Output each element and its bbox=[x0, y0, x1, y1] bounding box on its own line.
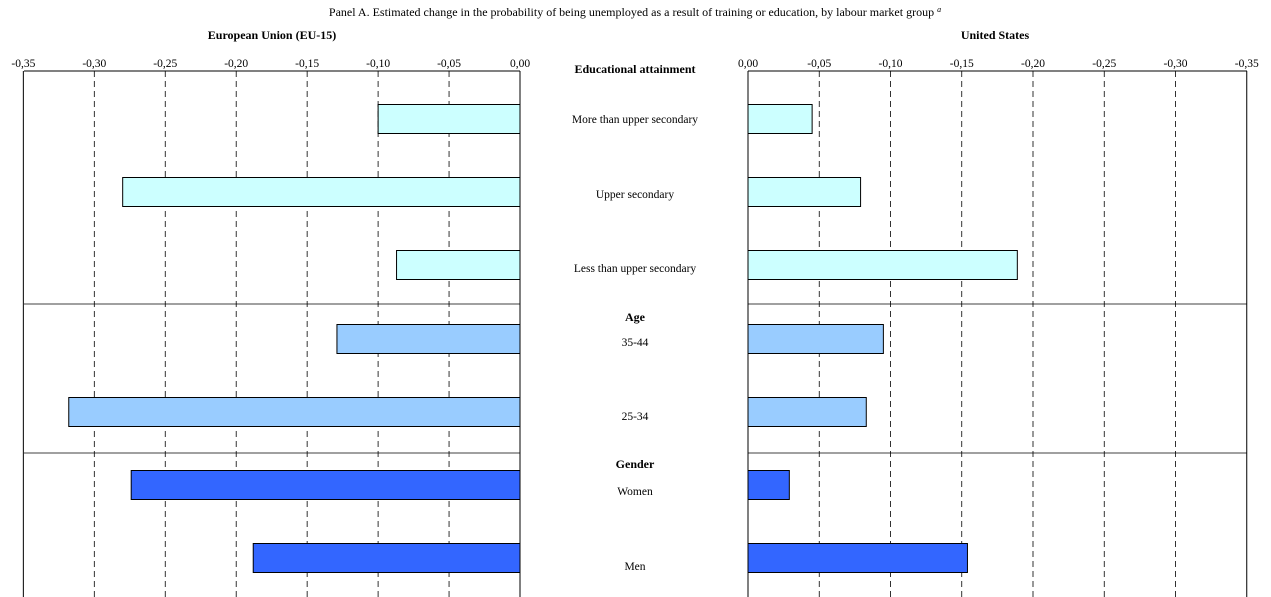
title-footnote-marker: a bbox=[937, 5, 941, 14]
category-label-more-than-upper-secondary: More than upper secondary bbox=[572, 114, 698, 126]
axis-tick-label: -0,30 bbox=[82, 58, 106, 70]
bar-25-34 bbox=[747, 397, 867, 427]
axis-tick-label: -0,15 bbox=[950, 58, 974, 70]
axis-tick-label: -0,10 bbox=[879, 58, 903, 70]
eu15-panel: European Union (EU-15) 0,00 -0,05 -0,10 -0,1… bbox=[11, 28, 530, 597]
axis-tick-label: -0,20 bbox=[1021, 58, 1045, 70]
bar-men bbox=[252, 543, 521, 573]
group-label-age: Age bbox=[625, 310, 646, 324]
group-label-educational-attainment: Educational attainment bbox=[574, 62, 695, 76]
axis-tick-label: -0,25 bbox=[153, 58, 177, 70]
axis-tick-label: -0,05 bbox=[807, 58, 831, 70]
axis-tick-label: -0,20 bbox=[224, 58, 248, 70]
chart-title: Panel A. Estimated change in the probabi… bbox=[329, 5, 941, 19]
category-label-less-than-upper-secondary: Less than upper secondary bbox=[574, 263, 697, 275]
bar-men bbox=[747, 543, 968, 573]
axis-tick-label: 0,00 bbox=[510, 58, 530, 70]
axis-tick-label: -0,10 bbox=[366, 58, 390, 70]
bar-less-than-upper-secondary bbox=[747, 250, 1018, 280]
bar-more-than-upper-secondary bbox=[377, 104, 521, 134]
bar-women bbox=[747, 470, 790, 500]
bar-35-44 bbox=[336, 324, 521, 354]
bar-25-34 bbox=[68, 397, 521, 427]
bar-less-than-upper-secondary bbox=[396, 250, 521, 280]
bar-35-44 bbox=[747, 324, 884, 354]
bar-women bbox=[130, 470, 521, 500]
axis-tick-label: 0,00 bbox=[738, 58, 758, 70]
axis-tick-label: -0,25 bbox=[1092, 58, 1116, 70]
axis-tick-label: -0,15 bbox=[295, 58, 319, 70]
group-label-gender: Gender bbox=[616, 457, 655, 471]
category-label-25-34: 25-34 bbox=[622, 411, 649, 423]
category-label-men: Men bbox=[624, 561, 645, 573]
category-labels: Educational attainment Age Gender More than… bbox=[572, 62, 698, 573]
axis-tick-label: -0,30 bbox=[1164, 58, 1188, 70]
bar-more-than-upper-secondary bbox=[747, 104, 813, 134]
axis-tick-label: -0,05 bbox=[437, 58, 461, 70]
category-label-upper-secondary: Upper secondary bbox=[596, 189, 674, 201]
axis-tick-label: -0,35 bbox=[11, 58, 35, 70]
us-panel: United States 0,00 -0,05 -0,10 -0,15 -0,20 -0,… bbox=[738, 28, 1259, 597]
axis-tick-label: -0,35 bbox=[1235, 58, 1259, 70]
category-label-35-44: 35-44 bbox=[622, 337, 649, 349]
category-label-women: Women bbox=[617, 486, 653, 498]
panel-title: United States bbox=[961, 28, 1030, 42]
bar-upper-secondary bbox=[122, 177, 521, 207]
bar-upper-secondary bbox=[747, 177, 862, 207]
panel-title: European Union (EU-15) bbox=[208, 28, 336, 42]
